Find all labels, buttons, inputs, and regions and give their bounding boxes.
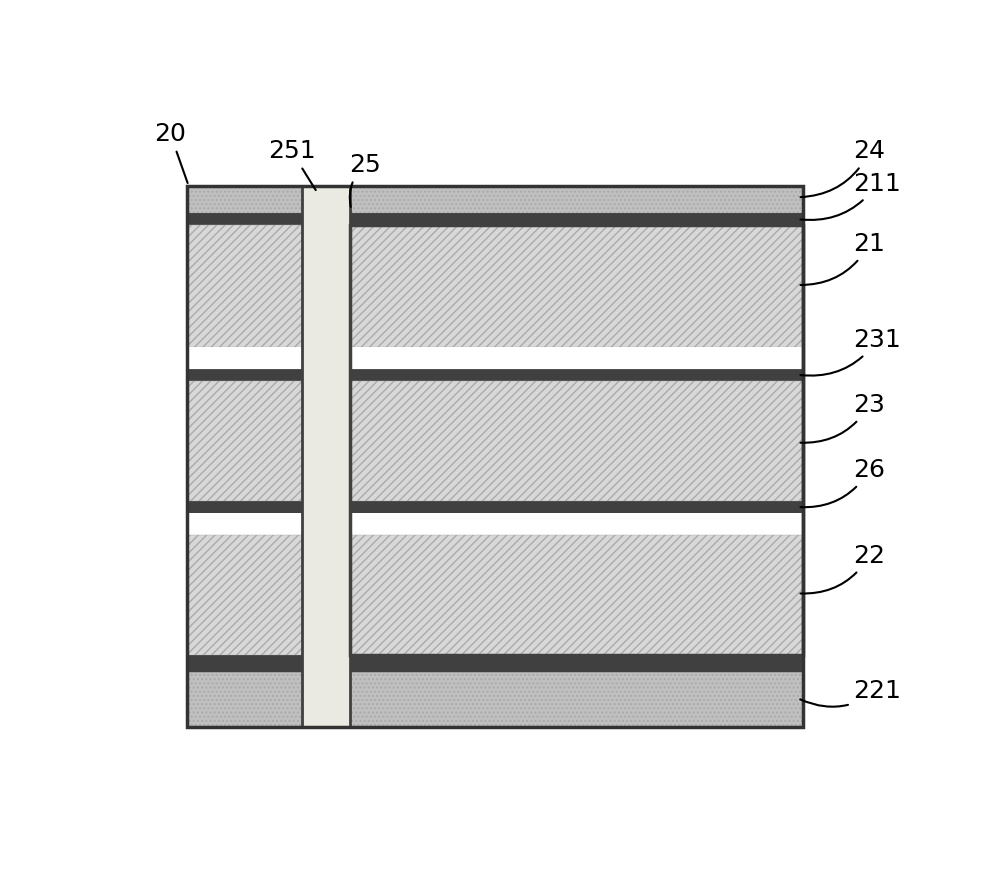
Text: 25: 25 [349, 153, 381, 206]
Bar [187, 346, 803, 368]
Text: 231: 231 [800, 328, 901, 376]
Text: 221: 221 [800, 679, 901, 707]
Text: 211: 211 [800, 172, 901, 220]
Bar [187, 186, 803, 727]
Bar [187, 224, 803, 346]
Text: 24: 24 [800, 140, 886, 198]
Text: 23: 23 [800, 392, 885, 442]
Bar [187, 501, 803, 514]
Bar [350, 224, 803, 655]
Bar [187, 514, 803, 535]
Text: 21: 21 [800, 232, 885, 285]
Text: 26: 26 [800, 458, 886, 507]
Text: 251: 251 [268, 140, 316, 190]
Bar [187, 213, 803, 224]
Bar [187, 535, 803, 655]
Bar [187, 655, 803, 672]
Bar [187, 186, 803, 213]
Bar [187, 381, 803, 501]
Bar [187, 368, 803, 381]
Bar [187, 672, 803, 727]
Bar [187, 186, 803, 727]
Text: 22: 22 [800, 544, 886, 594]
Bar [302, 186, 350, 727]
Text: 20: 20 [154, 122, 188, 183]
